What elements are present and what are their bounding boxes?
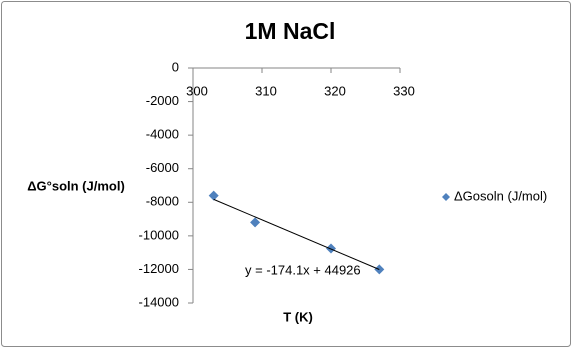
chart-title: 1M NaCl xyxy=(245,18,336,44)
y-tick-label: -12000 xyxy=(139,261,179,276)
data-point xyxy=(250,217,261,228)
y-tick-label: 0 xyxy=(172,59,179,74)
x-tick-label: 320 xyxy=(324,83,346,98)
legend-marker xyxy=(442,193,450,201)
x-tick-label: 300 xyxy=(186,83,208,98)
x-tick-label: 310 xyxy=(255,83,277,98)
y-tick-label: -14000 xyxy=(139,294,179,309)
trendline-label: y = -174.1x + 44926 xyxy=(245,262,361,277)
y-axis-label: ΔG°soln (J/mol) xyxy=(27,178,125,193)
data-point xyxy=(326,243,336,254)
y-tick-label: -4000 xyxy=(146,127,179,142)
x-axis-label: T (K) xyxy=(283,309,313,324)
legend-label: ΔGosoln (J/mol) xyxy=(454,188,547,203)
data-point xyxy=(208,190,219,201)
y-tick-label: -2000 xyxy=(146,93,179,108)
y-tick-label: -6000 xyxy=(146,160,179,175)
y-tick-label: -10000 xyxy=(139,227,179,242)
y-tick-label: -8000 xyxy=(146,194,179,209)
x-tick-label: 330 xyxy=(393,83,415,98)
trendline xyxy=(213,198,380,270)
